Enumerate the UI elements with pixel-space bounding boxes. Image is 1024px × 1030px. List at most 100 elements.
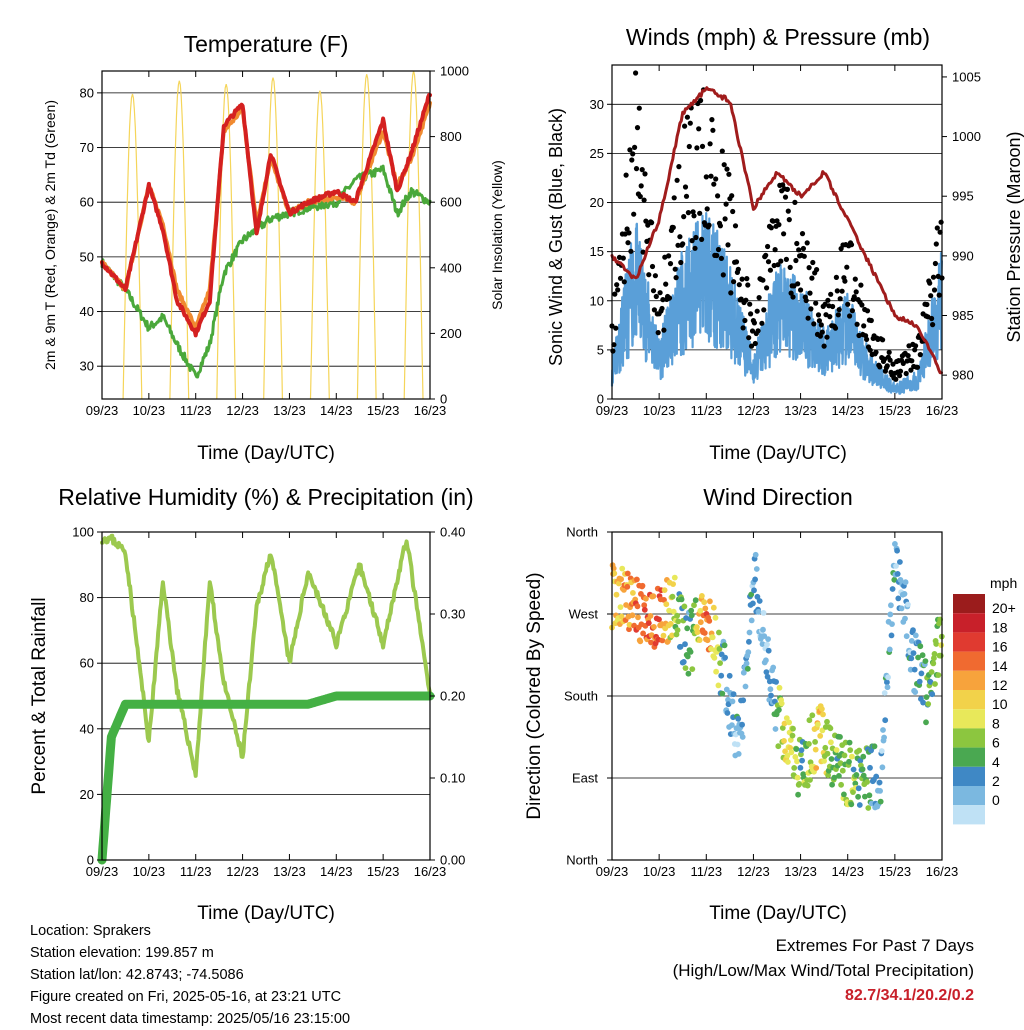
direction-point	[887, 611, 894, 618]
direction-point	[751, 587, 757, 594]
direction-point	[781, 720, 788, 727]
direction-point	[903, 633, 910, 640]
gust-point	[775, 262, 781, 268]
gust-point	[799, 231, 806, 237]
gust-point	[641, 197, 647, 203]
pressure-line	[610, 86, 943, 375]
direction-point	[793, 746, 800, 752]
gust-point	[643, 218, 649, 224]
direction-point	[885, 674, 891, 681]
direction-point	[630, 590, 636, 596]
direction-point	[897, 559, 903, 565]
temperature-xlabel: Time (Day/UTC)	[197, 443, 335, 464]
direction-point	[613, 591, 620, 598]
x-tick-label: 12/23	[226, 403, 259, 418]
gust-point	[696, 126, 702, 132]
legend-swatch	[953, 728, 985, 748]
gust-point	[617, 275, 624, 281]
gust-point	[932, 260, 939, 267]
legend-label: 0	[992, 792, 1000, 808]
direction-point	[763, 669, 770, 675]
temperature-plot-area	[100, 70, 432, 400]
gust-point	[721, 162, 727, 168]
direction-point	[797, 764, 804, 771]
direction-point	[617, 604, 624, 610]
gust-point	[861, 323, 867, 329]
direction-point	[712, 614, 719, 621]
gust-point	[706, 222, 712, 228]
gust-point	[783, 256, 790, 262]
solar-insolation-line	[169, 80, 190, 400]
gust-point	[708, 173, 714, 179]
gust-point	[675, 242, 681, 248]
gust-point	[803, 297, 809, 304]
gust-point	[864, 308, 871, 314]
gust-point	[849, 308, 856, 314]
gust-point	[839, 288, 845, 294]
gust-point	[673, 275, 679, 281]
direction-point	[674, 612, 680, 619]
direction-point	[752, 576, 758, 583]
y2-tick-label: 1005	[952, 69, 981, 84]
direction-point	[716, 646, 723, 652]
direction-point	[669, 593, 676, 600]
gust-point	[634, 125, 641, 131]
gust-point	[808, 306, 814, 312]
solar-insolation-line	[309, 90, 330, 400]
gust-point	[646, 272, 652, 278]
legend-swatch	[953, 632, 985, 652]
gust-point	[835, 312, 841, 318]
direction-point	[773, 679, 779, 685]
gust-point	[819, 329, 825, 335]
gust-point	[877, 364, 883, 370]
direction-point	[764, 641, 770, 648]
gust-point	[767, 267, 774, 273]
gust-point	[784, 186, 791, 192]
gust-point	[630, 151, 636, 157]
gust-point	[864, 336, 870, 342]
direction-point	[798, 747, 805, 753]
direction-point	[859, 766, 866, 773]
gust-point	[649, 220, 655, 226]
gust-point	[663, 281, 669, 287]
gust-point	[730, 208, 736, 215]
legend-swatch	[953, 613, 985, 633]
winds-ylabel-left: Sonic Wind & Gust (Blue, Black)	[546, 108, 566, 366]
direction-point	[740, 697, 747, 704]
direction-point	[871, 743, 878, 750]
y2-tick-label: 600	[440, 195, 462, 210]
direction-point	[618, 613, 625, 620]
gust-point	[748, 311, 754, 317]
extremes-box: Extremes For Past 7 Days (High/Low/Max W…	[673, 933, 974, 1008]
direction-point	[809, 712, 816, 719]
gust-point	[729, 193, 735, 199]
legend-swatch	[953, 709, 985, 729]
gust-point	[858, 282, 864, 288]
gust-point	[764, 285, 770, 291]
gust-point	[714, 252, 720, 259]
y2-tick-label: 0	[440, 392, 447, 407]
direction-point	[828, 756, 835, 762]
direction-left-axis: North East South West North	[564, 525, 612, 868]
x-tick-label: 11/23	[180, 864, 212, 879]
gust-point	[711, 181, 717, 187]
y-tick-label: East	[572, 771, 598, 786]
gust-point	[845, 301, 851, 307]
direction-point	[915, 654, 921, 661]
gust-point	[836, 307, 842, 313]
direction-point	[920, 699, 926, 706]
solar-insolation-line	[216, 83, 237, 400]
gust-point	[938, 219, 944, 225]
gust-point	[699, 143, 706, 149]
gust-point	[670, 224, 676, 231]
gust-point	[929, 315, 935, 322]
direction-point	[725, 696, 731, 703]
direction-point	[935, 672, 942, 678]
direction-point	[918, 670, 925, 677]
direction-point	[833, 747, 840, 753]
gust-point	[638, 183, 644, 189]
gust-point	[806, 265, 812, 271]
humidity-plot-area	[97, 531, 435, 865]
direction-point	[626, 621, 633, 628]
direction-point	[791, 765, 798, 771]
